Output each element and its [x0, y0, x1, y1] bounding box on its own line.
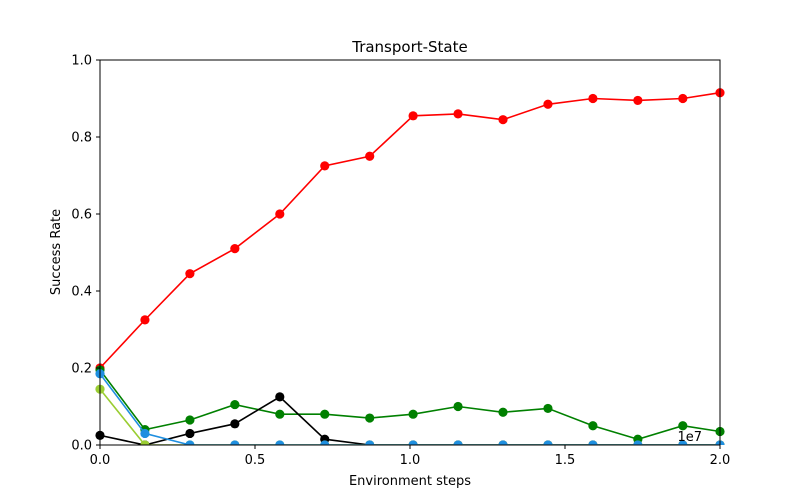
data-point	[408, 440, 418, 445]
data-point	[320, 409, 330, 419]
data-point	[543, 403, 553, 414]
data-point	[140, 440, 150, 445]
data-point	[543, 99, 553, 109]
data-point	[543, 440, 553, 445]
data-point	[275, 392, 285, 402]
data-point	[140, 315, 150, 325]
data-point	[365, 440, 375, 445]
x-tick-label: 1.5	[555, 453, 576, 468]
data-point	[230, 440, 240, 445]
data-point	[633, 95, 643, 106]
x-axis: 0.0 0.5 1.0 1.5 2.0	[90, 445, 731, 468]
y-tick-label: 0.2	[71, 362, 92, 377]
data-point	[453, 109, 463, 119]
data-point	[678, 93, 688, 104]
data-point	[453, 440, 463, 445]
data-point	[365, 413, 375, 423]
x-tick-label: 2.0	[710, 453, 731, 468]
data-point	[275, 409, 285, 419]
y-tick-label: 0.4	[71, 285, 92, 300]
y-axis: 0.0 0.2 0.4 0.6 0.8 1.0	[71, 54, 100, 454]
data-point	[275, 209, 285, 219]
data-point	[498, 407, 508, 417]
y-tick-label: 0.0	[71, 439, 92, 454]
y-tick-label: 0.6	[71, 208, 92, 223]
x-offset-label: 1e7	[677, 430, 702, 445]
data-point	[678, 421, 688, 431]
x-tick-label: 0.5	[245, 453, 266, 468]
data-point	[365, 151, 375, 161]
y-tick-label: 1.0	[71, 54, 92, 69]
data-point	[140, 428, 150, 439]
series-4	[95, 369, 725, 445]
data-point	[498, 115, 508, 125]
series-line	[99, 395, 720, 445]
series-layer	[95, 88, 725, 445]
data-point	[408, 409, 418, 419]
x-tick-label: 1.0	[400, 453, 421, 468]
x-tick-label: 0.0	[90, 453, 111, 468]
data-point	[320, 161, 330, 171]
data-point	[588, 421, 598, 431]
data-point	[588, 440, 598, 445]
data-point	[275, 440, 285, 445]
chart-title: Transport-State	[351, 38, 468, 56]
data-point	[185, 428, 195, 439]
data-point	[320, 440, 330, 445]
data-point	[185, 415, 195, 425]
x-axis-label: Environment steps	[349, 474, 471, 489]
data-point	[408, 111, 418, 121]
data-point	[230, 419, 240, 429]
y-tick-label: 0.8	[71, 131, 92, 146]
data-point	[185, 440, 195, 445]
data-point	[230, 399, 240, 410]
data-point	[453, 401, 463, 412]
data-point	[185, 269, 195, 279]
data-point	[498, 440, 508, 445]
data-point	[588, 93, 598, 104]
data-point	[678, 440, 688, 445]
y-axis-label: Success Rate	[49, 209, 64, 295]
data-point	[230, 244, 240, 254]
data-point	[633, 440, 643, 445]
